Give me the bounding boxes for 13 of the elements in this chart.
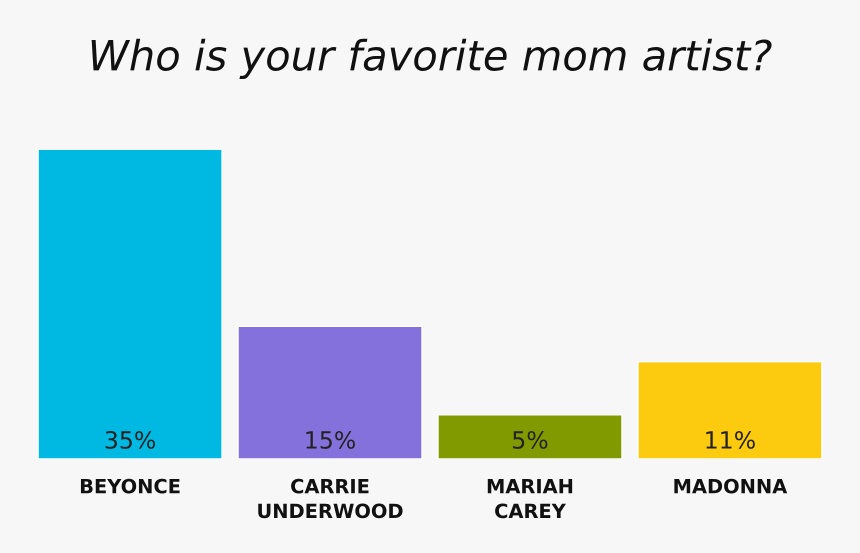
x-tick-label: MARIAH CAREY — [488, 479, 572, 518]
data-label: 15% — [306, 431, 355, 449]
x-tick-label: MADONNA — [674, 478, 788, 494]
x-tick-label: CARRIE UNDERWOOD — [258, 478, 403, 518]
bar — [37, 149, 223, 459]
bar — [637, 360, 823, 459]
x-tick-label: BEYONCE — [80, 478, 180, 494]
bar — [437, 414, 623, 459]
data-label: 35% — [106, 431, 156, 449]
bar — [237, 326, 423, 459]
data-label: 5% — [513, 431, 548, 449]
data-label: 11% — [706, 431, 755, 449]
chart-title: Who is your favorite mom artist? — [92, 38, 772, 80]
